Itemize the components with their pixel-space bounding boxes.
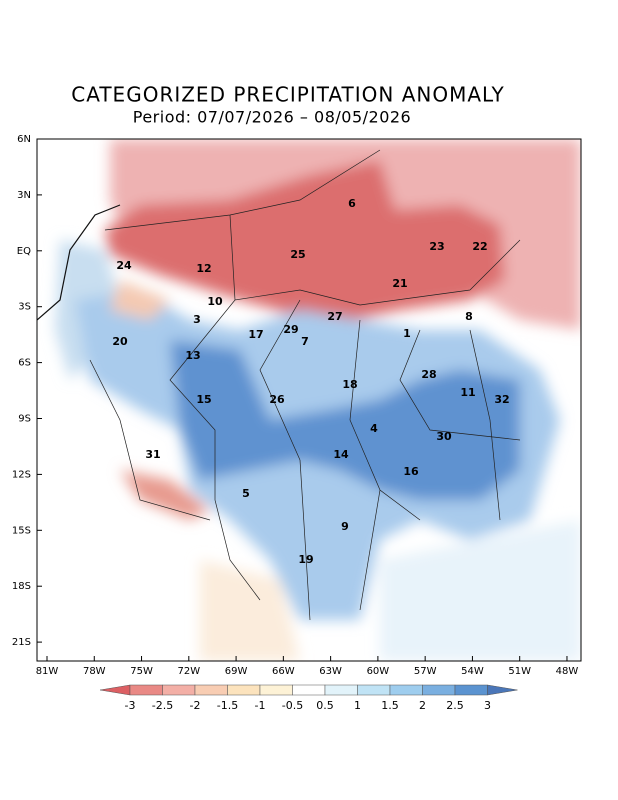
basin-label: 6 [348,197,356,210]
coastline [37,204,121,321]
basin-label: 5 [242,487,250,500]
lon-label: 51W [508,666,531,677]
basin-label: 13 [185,349,200,362]
basin-label: 31 [145,448,160,461]
colorbar-label: -0.5 [282,699,303,712]
basin-label: 1 [403,327,411,340]
basin-label: 8 [465,310,473,323]
colorbar-arrow [487,684,518,696]
lon-label: 60W [367,666,390,677]
basin-label: 29 [283,323,298,336]
basin-label: 16 [403,465,419,478]
basin-label: 25 [290,248,305,261]
lat-label: 18S [12,581,31,592]
basin-label: 20 [112,335,128,348]
title: CATEGORIZED PRECIPITATION ANOMALY [71,83,505,107]
colorbar-box [324,684,358,696]
lon-label: 66W [272,666,295,677]
colorbar-box [129,684,163,696]
lat-label: 21S [12,637,31,648]
colorbar-label: 3 [484,699,491,712]
colorbar-box [454,684,488,696]
basin-label: 28 [421,368,436,381]
colorbar-label: -3 [125,699,136,712]
lon-label: 63W [319,666,342,677]
basin-label: 30 [436,430,452,443]
colorbar-box [389,684,423,696]
lon-label: 48W [556,666,579,677]
lat-label: 3S [18,302,31,313]
colorbar-box [194,684,228,696]
anomaly-shading [55,139,581,661]
colorbar-label: -2.5 [152,699,173,712]
basin-label: 24 [116,259,132,272]
basin-label: 12 [196,262,211,275]
lon-label: 72W [177,666,200,677]
lat-label: 6S [18,358,31,369]
lon-label: 57W [414,666,437,677]
basin-label: 14 [333,448,349,461]
basin-label: 18 [342,378,357,391]
basin-label: 4 [370,422,378,435]
colorbar-label: 1.5 [381,699,399,712]
lat-label: 15S [12,525,31,536]
lat-label: 3N [17,190,31,201]
basin-boundaries [89,149,521,621]
lat-label: EQ [17,246,31,257]
colorbar-label: 2.5 [446,699,464,712]
basin-label: 7 [301,335,309,348]
colorbar-box [162,684,196,696]
basin-label: 17 [248,328,263,341]
lon-label: 54W [461,666,484,677]
lon-label: 78W [83,666,106,677]
basin-label: 9 [341,520,349,533]
basin-label: 11 [460,386,475,399]
colorbar-label: -1 [255,699,266,712]
colorbar-box [357,684,391,696]
lon-label: 81W [36,666,59,677]
lat-label: 12S [12,469,31,480]
basin-label: 22 [472,240,487,253]
basin-label: 32 [494,393,509,406]
colorbar-box [227,684,261,696]
colorbar-label: -1.5 [217,699,238,712]
colorbar-box [259,684,293,696]
basin-label: 3 [193,313,201,326]
basin-label: 21 [392,277,407,290]
colorbar-arrow [99,684,131,696]
period: Period: 07/07/2026 – 08/05/2026 [133,108,411,127]
basin-label: 10 [207,295,223,308]
basin-label: 15 [196,393,211,406]
map-field [37,139,581,661]
basin-label: 19 [298,553,313,566]
colorbar-label: -2 [190,699,201,712]
lon-label: 75W [130,666,153,677]
colorbar-label: 2 [419,699,426,712]
map-frame [36,138,582,662]
colorbar-box [292,684,326,696]
colorbar-label: 1 [354,699,361,712]
basin-label: 27 [327,310,342,323]
basin-label: 26 [269,393,285,406]
colorbar-box [422,684,456,696]
lat-label: 6N [17,134,31,145]
basin-label: 23 [429,240,444,253]
colorbar-label: 0.5 [316,699,334,712]
lat-label: 9S [18,414,31,425]
lon-label: 69W [225,666,248,677]
